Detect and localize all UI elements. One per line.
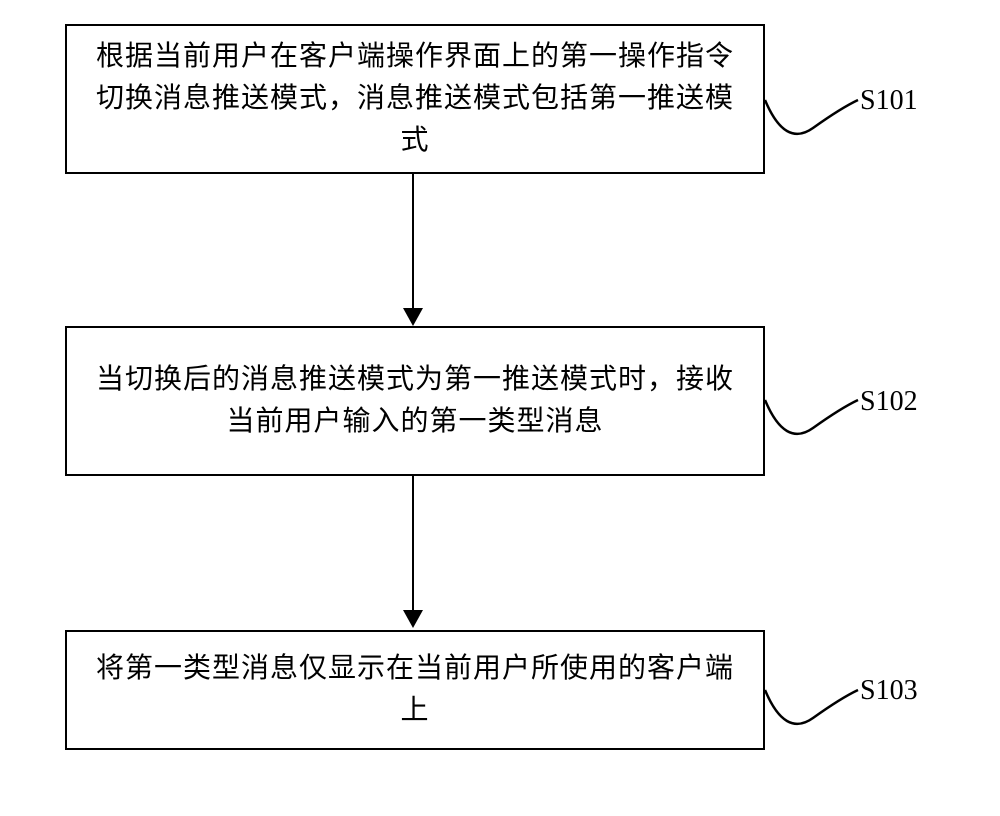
arrow-2-line	[412, 476, 414, 610]
step-3-label: S103	[860, 675, 918, 707]
step-2-text: 当切换后的消息推送模式为第一推送模式时，接收当前用户输入的第一类型消息	[95, 359, 735, 443]
connector-2	[765, 370, 860, 460]
arrow-2-head	[403, 610, 423, 628]
flowchart-step-1: 根据当前用户在客户端操作界面上的第一操作指令切换消息推送模式，消息推送模式包括第…	[65, 24, 765, 174]
step-3-text: 将第一类型消息仅显示在当前用户所使用的客户端上	[95, 648, 735, 732]
connector-3	[765, 660, 860, 750]
step-1-text: 根据当前用户在客户端操作界面上的第一操作指令切换消息推送模式，消息推送模式包括第…	[95, 36, 735, 162]
step-1-label: S101	[860, 85, 918, 117]
flowchart-step-3: 将第一类型消息仅显示在当前用户所使用的客户端上	[65, 630, 765, 750]
flowchart-container: 根据当前用户在客户端操作界面上的第一操作指令切换消息推送模式，消息推送模式包括第…	[0, 0, 1000, 816]
arrow-1-line	[412, 174, 414, 308]
step-2-label: S102	[860, 386, 918, 418]
flowchart-step-2: 当切换后的消息推送模式为第一推送模式时，接收当前用户输入的第一类型消息	[65, 326, 765, 476]
connector-1	[765, 70, 860, 160]
arrow-1-head	[403, 308, 423, 326]
